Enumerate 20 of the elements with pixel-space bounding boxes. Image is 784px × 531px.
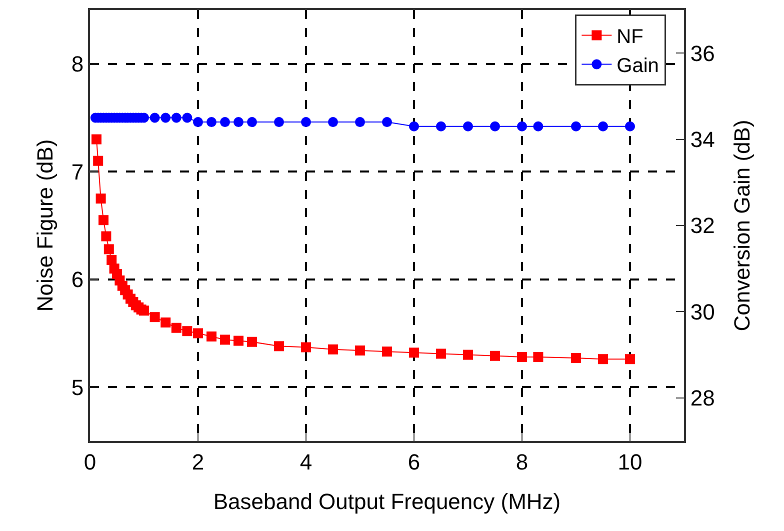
y2-tick-label: 28 bbox=[690, 386, 715, 411]
y2-axis-title: Conversion Gain (dB) bbox=[729, 120, 754, 332]
x-axis-title: Baseband Output Frequency (MHz) bbox=[213, 488, 561, 514]
y2-tick-label: 30 bbox=[690, 299, 715, 324]
x-tick-label: 6 bbox=[408, 449, 420, 474]
x-tick-label: 4 bbox=[300, 449, 312, 474]
y2-tick-label: 34 bbox=[690, 127, 715, 152]
y2-tick-label: 32 bbox=[690, 213, 715, 238]
y-tick-label: 6 bbox=[71, 267, 84, 292]
x-tick-label: 0 bbox=[84, 449, 96, 474]
y-axis-title: Noise Figure (dB) bbox=[32, 139, 58, 312]
y-tick-label: 7 bbox=[71, 159, 84, 184]
y-tick-label: 8 bbox=[71, 52, 84, 77]
legend-label: NF bbox=[616, 26, 644, 48]
x-tick-label: 2 bbox=[192, 449, 204, 474]
x-tick-label: 10 bbox=[618, 449, 642, 474]
y-tick-label: 5 bbox=[71, 374, 84, 400]
x-tick-label: 8 bbox=[516, 449, 528, 474]
legend-label: Gain bbox=[616, 55, 659, 78]
y2-tick-label: 36 bbox=[690, 40, 715, 66]
